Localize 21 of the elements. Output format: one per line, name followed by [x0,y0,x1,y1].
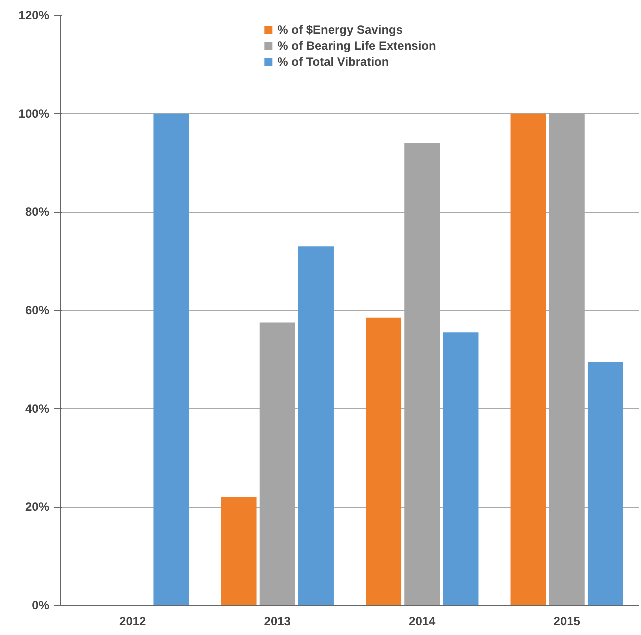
y-tick-label: 0% [32,598,50,612]
x-tick-label: 2012 [120,614,147,628]
y-tick-label: 120% [18,8,50,22]
bar [510,114,546,606]
x-tick-label: 2014 [409,614,436,628]
bar [298,246,334,606]
x-tick-label: 2015 [554,614,581,628]
y-tick-label: 60% [25,304,50,318]
y-tick-label: 40% [25,402,50,416]
bar [588,362,624,606]
bar [221,497,257,606]
bar [154,114,190,606]
bar [366,318,402,606]
y-tick-label: 100% [18,106,50,121]
bar [443,332,479,606]
x-tick-label: 2013 [264,614,292,628]
legend-label: % of Total Vibration [278,55,390,69]
y-tick-label: 80% [25,205,50,220]
legend-label: % of $Energy Savings [278,23,404,37]
legend-label: % of Bearing Life Extension [278,39,436,53]
y-tick-label: 20% [25,500,50,514]
